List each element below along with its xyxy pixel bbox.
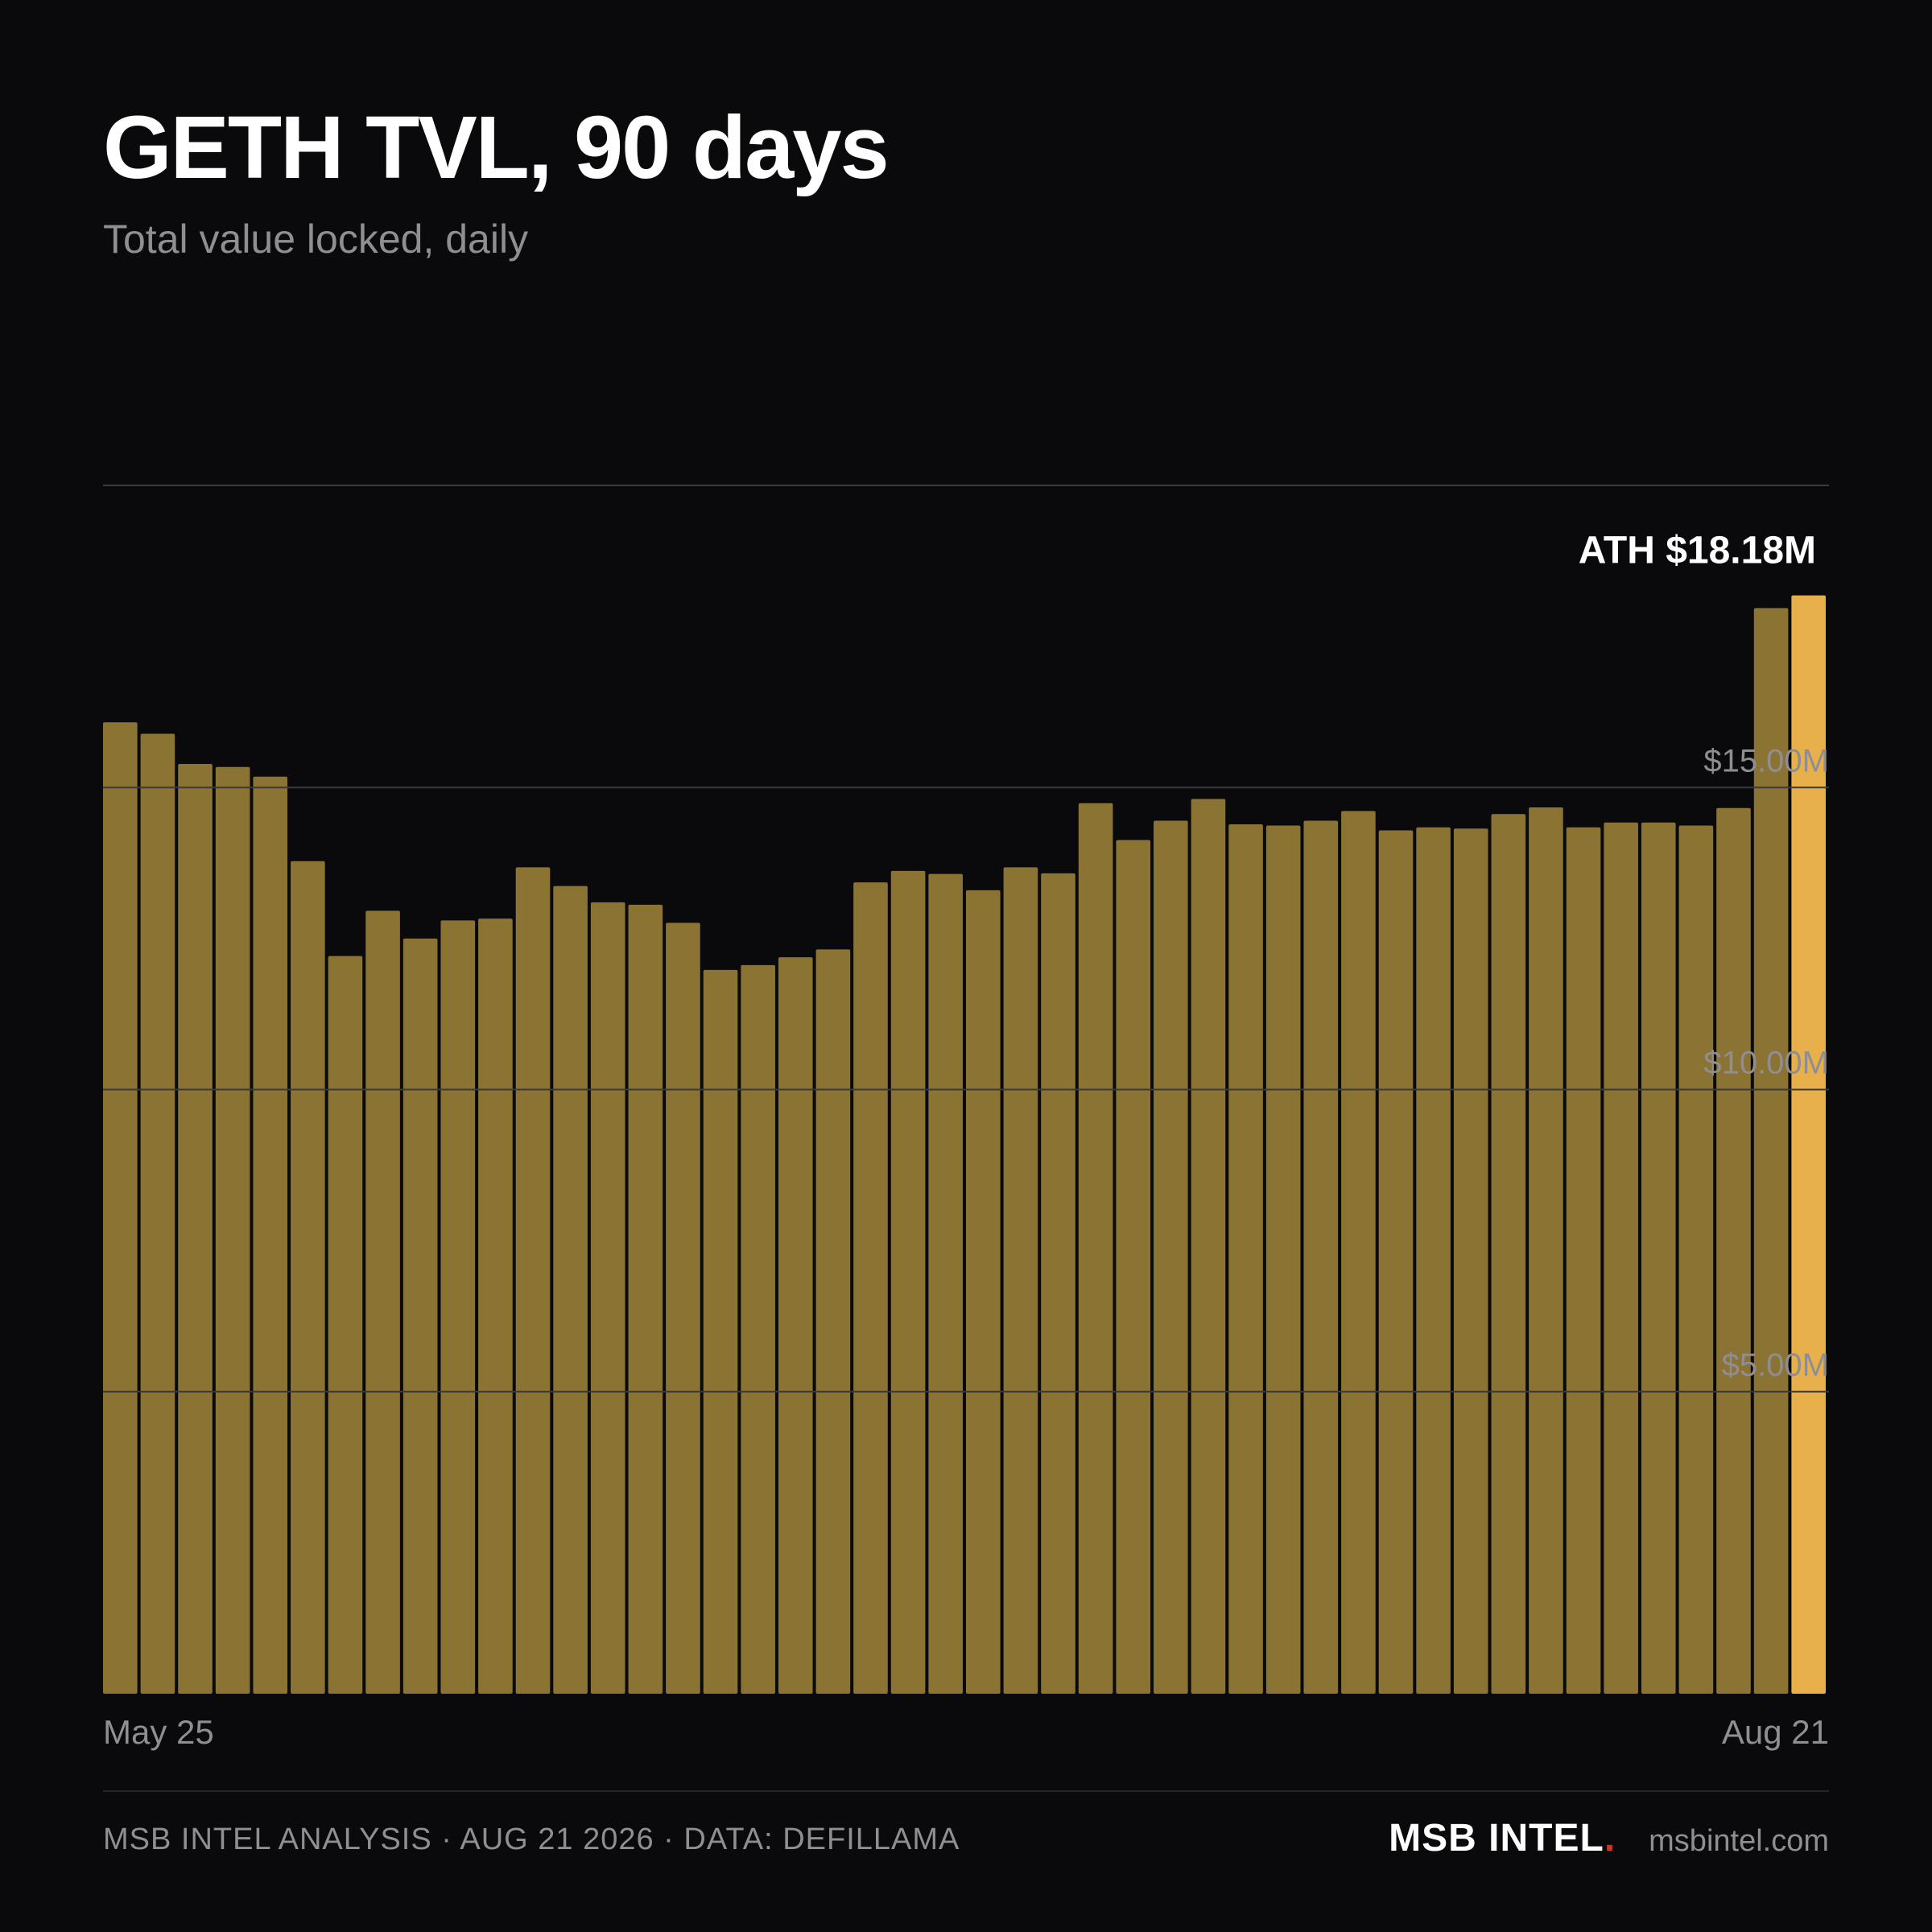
bar xyxy=(328,956,363,1694)
bar xyxy=(890,870,926,1694)
y-tick-label: $10.00M xyxy=(1703,1046,1829,1081)
brand-logo: MSB INTEL. xyxy=(1389,1816,1615,1860)
bar xyxy=(1529,807,1563,1694)
bar xyxy=(778,957,813,1694)
bar xyxy=(928,873,963,1694)
bar xyxy=(703,969,738,1694)
bar xyxy=(553,886,588,1694)
brand-dot: . xyxy=(1604,1817,1616,1860)
bar xyxy=(1416,827,1451,1694)
bar xyxy=(1228,824,1263,1694)
bar xyxy=(1116,840,1151,1694)
bar xyxy=(1341,811,1376,1694)
brand-name: MSB INTEL xyxy=(1389,1817,1604,1860)
bar xyxy=(440,920,476,1694)
bar xyxy=(1641,822,1676,1694)
bar xyxy=(1753,608,1789,1694)
x-axis-end-label: Aug 21 xyxy=(1721,1713,1829,1751)
footer-brand-block: MSB INTEL. msbintel.com xyxy=(1389,1816,1829,1860)
bar xyxy=(215,766,250,1694)
bar xyxy=(1154,820,1188,1694)
bar xyxy=(515,867,551,1694)
bar xyxy=(178,763,213,1694)
bar xyxy=(1003,867,1038,1694)
x-axis-start-label: May 25 xyxy=(103,1713,214,1751)
bar xyxy=(1716,807,1751,1694)
bar xyxy=(741,964,775,1694)
bar xyxy=(1678,825,1714,1694)
bar xyxy=(590,902,625,1694)
bar xyxy=(253,776,288,1694)
bar xyxy=(1491,814,1526,1694)
bar xyxy=(291,861,325,1694)
bar xyxy=(1453,828,1488,1694)
bar xyxy=(1566,827,1601,1694)
bar xyxy=(402,938,438,1695)
footer-credit: MSB INTEL ANALYSIS · AUG 21 2026 · DATA:… xyxy=(103,1823,960,1856)
y-tick-label: $5.00M xyxy=(1722,1348,1829,1383)
bar xyxy=(628,904,663,1694)
bar xyxy=(966,890,1001,1694)
bar xyxy=(1378,830,1414,1694)
bar-highlight xyxy=(1791,595,1826,1694)
bar xyxy=(1265,825,1301,1694)
site-link[interactable]: msbintel.com xyxy=(1649,1824,1829,1858)
bar xyxy=(1303,820,1339,1694)
bar xyxy=(103,722,138,1695)
y-tick-label: $15.00M xyxy=(1703,743,1829,778)
footer-divider xyxy=(103,1790,1829,1792)
bar xyxy=(1604,822,1638,1694)
bar xyxy=(1078,803,1113,1694)
bar xyxy=(1191,799,1226,1694)
bar xyxy=(666,923,700,1694)
chart-title: GETH TVL, 90 days xyxy=(103,98,890,197)
ath-annotation: ATH $18.18M xyxy=(1579,530,1816,572)
bar xyxy=(1041,873,1075,1694)
bar xyxy=(815,949,851,1694)
bar xyxy=(478,919,513,1694)
chart-subtitle: Total value locked, daily xyxy=(103,217,529,262)
bar xyxy=(365,910,400,1694)
bar xyxy=(853,882,888,1694)
bar xyxy=(140,733,175,1695)
